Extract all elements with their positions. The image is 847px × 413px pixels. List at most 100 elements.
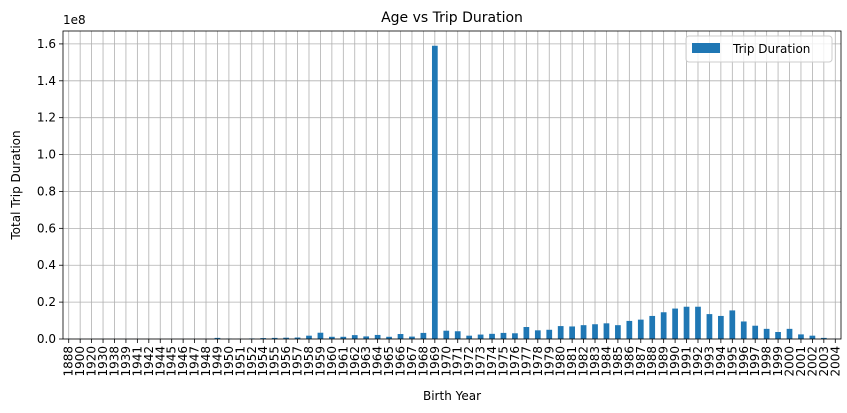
x-tick-label: 1973 <box>474 346 488 377</box>
x-axis: 1888190019201930193819391941194219441945… <box>62 339 842 377</box>
x-tick-label: 1941 <box>130 346 144 377</box>
x-tick-label: 1992 <box>691 346 705 377</box>
bar-1999 <box>775 331 781 339</box>
bar-1955 <box>271 337 278 339</box>
bar-1984 <box>603 323 610 339</box>
x-tick-label: 1972 <box>462 346 476 377</box>
x-tick-label: 1995 <box>725 346 739 377</box>
x-tick-label: 1958 <box>302 346 316 377</box>
bar-1978 <box>534 330 541 339</box>
bar-2003 <box>820 337 827 339</box>
x-tick-label: 1971 <box>451 346 465 377</box>
bar-1977 <box>523 327 530 339</box>
y-tick-label: 0.6 <box>37 221 56 235</box>
x-tick-label: 1968 <box>416 346 430 377</box>
y-axis: 0.0 0.2 0.4 0.6 0.8 1.0 1.2 1.4 1.6 <box>37 37 63 346</box>
x-tick-label: 1991 <box>680 346 694 377</box>
bar-1998 <box>763 328 770 339</box>
y-tick-label: 0.0 <box>37 332 56 346</box>
bar-1957 <box>294 337 301 339</box>
x-tick-label: 1984 <box>599 346 613 377</box>
bar-1981 <box>569 326 575 339</box>
bar-1954 <box>260 338 267 339</box>
bar-1960 <box>329 336 335 339</box>
x-tick-label: 1996 <box>737 346 751 377</box>
bar-2002 <box>809 335 816 339</box>
bar-1997 <box>752 325 759 339</box>
bar-1980 <box>557 326 564 339</box>
bar-1987 <box>637 319 644 339</box>
x-tick-label: 1963 <box>359 346 373 377</box>
x-tick-label: 1999 <box>771 346 785 377</box>
x-tick-label: 2004 <box>828 346 842 377</box>
bar-1958 <box>306 335 312 339</box>
x-tick-label: 1981 <box>565 346 579 377</box>
x-tick-label: 1977 <box>519 346 533 377</box>
bar-1993 <box>706 314 713 339</box>
y-tick-label: 1.0 <box>37 148 56 162</box>
bar-1966 <box>397 334 404 339</box>
legend: Trip Duration <box>685 35 833 63</box>
x-tick-label: 1950 <box>222 346 236 377</box>
bar-1988 <box>649 315 656 339</box>
bar-1975 <box>500 332 507 339</box>
bar-2001 <box>798 334 804 339</box>
x-tick-label: 1946 <box>176 346 190 377</box>
bar-1968 <box>420 332 427 339</box>
x-tick-label: 1987 <box>634 346 648 377</box>
bar-1986 <box>626 320 633 339</box>
bar-1971 <box>454 331 461 339</box>
x-tick-label: 1949 <box>210 346 224 377</box>
x-tick-label: 1994 <box>714 346 728 377</box>
bar-1994 <box>718 315 724 339</box>
x-tick-label: 1988 <box>645 346 659 377</box>
x-tick-label: 1942 <box>142 346 156 377</box>
x-tick-label: 1930 <box>96 346 110 377</box>
grid <box>63 31 841 340</box>
bar-2000 <box>786 328 793 339</box>
x-tick-label: 1978 <box>531 346 545 377</box>
x-tick-label: 1888 <box>62 346 76 377</box>
x-tick-label: 1947 <box>188 346 202 377</box>
bar-1967 <box>409 336 415 339</box>
y-tick-label: 0.4 <box>37 258 56 272</box>
y-axis-label: Total Trip Duration <box>9 130 23 240</box>
bar-1964 <box>374 334 381 339</box>
y-tick-label: 1.6 <box>37 37 56 51</box>
x-axis-label: Birth Year <box>423 389 481 403</box>
y-tick-label: 0.8 <box>37 184 56 198</box>
x-tick-label: 1993 <box>702 346 716 377</box>
bar-1996 <box>740 321 747 339</box>
x-tick-label: 1959 <box>313 346 327 377</box>
x-tick-label: 1920 <box>85 346 99 377</box>
y-multiplier-label: 1e8 <box>63 13 86 27</box>
x-tick-label: 1964 <box>371 346 385 377</box>
bar-1991 <box>683 306 690 339</box>
x-tick-label: 1997 <box>748 346 762 377</box>
bar-1965 <box>386 336 392 339</box>
x-tick-label: 1965 <box>382 346 396 377</box>
x-tick-label: 2000 <box>783 346 797 377</box>
x-tick-label: 1989 <box>657 346 671 377</box>
chart-title: Age vs Trip Duration <box>381 10 523 26</box>
x-tick-label: 1998 <box>760 346 774 377</box>
bar-1982 <box>580 325 587 339</box>
x-tick-label: 1986 <box>622 346 636 377</box>
x-tick-label: 1938 <box>107 346 121 377</box>
x-tick-label: 2001 <box>794 346 808 377</box>
legend-label: Trip Duration <box>732 42 810 56</box>
bar-1970 <box>443 330 450 339</box>
x-tick-label: 1974 <box>485 346 499 377</box>
x-tick-label: 1962 <box>348 346 362 377</box>
x-tick-label: 1900 <box>73 346 87 377</box>
x-tick-label: 1954 <box>256 346 270 377</box>
legend-frame <box>685 35 833 63</box>
x-tick-label: 1980 <box>554 346 568 377</box>
x-tick-label: 1944 <box>153 346 167 377</box>
bar-1959 <box>317 332 324 339</box>
x-tick-label: 1951 <box>233 346 247 377</box>
x-tick-label: 1983 <box>588 346 602 377</box>
bar-1949 <box>214 337 221 339</box>
x-tick-label: 1979 <box>542 346 556 377</box>
